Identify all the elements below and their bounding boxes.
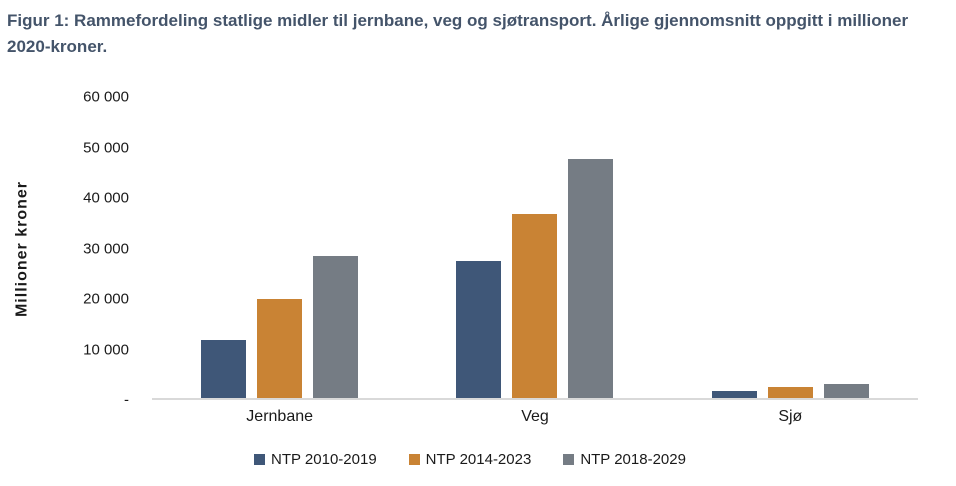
legend-item-ntp-2018-2029: NTP 2018-2029 (563, 451, 686, 468)
x-label-sjø: Sjø (778, 408, 803, 425)
legend-label: NTP 2018-2029 (580, 451, 686, 468)
figure-title: Figur 1: Rammefordeling statlige midler … (7, 11, 909, 56)
y-axis-title: Millioner kroner (13, 180, 31, 318)
x-label-jernbane: Jernbane (246, 408, 314, 425)
bar-veg-ntp-2010-2019 (456, 260, 502, 398)
bar-jernbane-ntp-2018-2029 (313, 255, 359, 398)
bar-group-veg (407, 97, 662, 398)
legend-swatch-icon (408, 454, 420, 465)
legend: NTP 2010-2019 NTP 2014-2023 NTP 2018-2029 (0, 451, 940, 468)
plot-area (152, 97, 918, 400)
y-tick-label: - (124, 391, 129, 409)
x-axis-category-labels: Jernbane Veg Sjø (152, 408, 918, 426)
y-tick-label: 30 000 (83, 240, 129, 257)
bar-veg-ntp-2014-2023 (512, 214, 558, 398)
y-tick-label: 10 000 (83, 341, 129, 358)
y-tick-label: 40 000 (83, 189, 129, 207)
bar-group-jernbane (152, 97, 407, 398)
bar-jernbane-ntp-2014-2023 (257, 299, 303, 398)
bar-jernbane-ntp-2010-2019 (201, 340, 247, 398)
legend-label: NTP 2010-2019 (271, 451, 377, 468)
y-tick-label: 20 000 (83, 290, 129, 308)
y-axis-tick-labels: 60 000 50 000 40 000 30 000 20 000 10 000 - (55, 0, 129, 486)
bar-sjø-ntp-2010-2019 (711, 391, 757, 398)
legend-label: NTP 2014-2023 (425, 451, 532, 468)
bar-sjø-ntp-2018-2029 (823, 383, 869, 398)
bar-veg-ntp-2018-2029 (568, 158, 614, 398)
x-label-veg: Veg (521, 408, 549, 425)
legend-swatch-icon (254, 454, 266, 465)
bar-sjø-ntp-2014-2023 (767, 386, 813, 398)
bar-group-sjø (663, 97, 918, 398)
legend-swatch-icon (563, 454, 575, 465)
y-tick-label: 50 000 (83, 139, 129, 156)
legend-item-ntp-2014-2023: NTP 2014-2023 (408, 451, 532, 468)
y-tick-label: 60 000 (83, 88, 129, 106)
legend-item-ntp-2010-2019: NTP 2010-2019 (254, 451, 377, 468)
